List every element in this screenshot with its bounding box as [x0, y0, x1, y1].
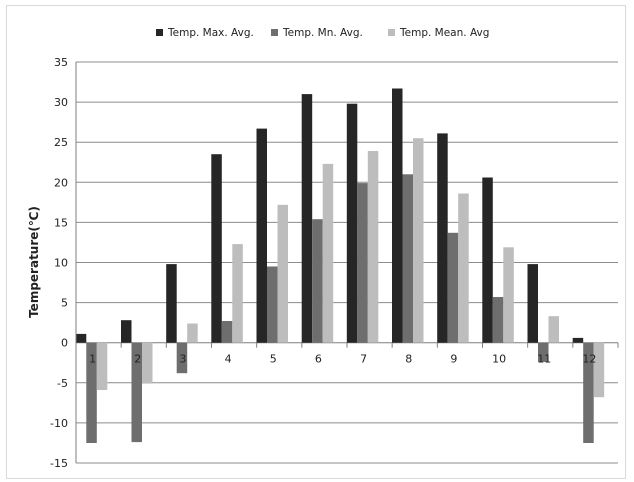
- y-axis-title: Temperature(℃): [27, 206, 41, 318]
- x-tick-label: 5: [270, 353, 277, 366]
- bar: [392, 88, 403, 343]
- bar: [413, 138, 424, 343]
- bar: [267, 266, 278, 343]
- y-tick-label: 25: [54, 136, 68, 149]
- x-tick-label: 3: [179, 353, 186, 366]
- bar: [312, 219, 323, 343]
- bar: [402, 174, 413, 343]
- legend-label: Temp. Mn. Avg.: [282, 27, 363, 39]
- bar: [96, 342, 108, 390]
- bar: [572, 337, 584, 343]
- bar: [256, 128, 267, 343]
- y-tick-label: 10: [54, 257, 68, 270]
- bar: [447, 232, 459, 343]
- y-tick-label: -10: [50, 417, 68, 430]
- legend-swatch: [388, 29, 395, 36]
- legend-swatch: [271, 29, 278, 36]
- bar: [492, 297, 504, 343]
- bar: [131, 342, 142, 443]
- x-tick-label: 12: [582, 353, 596, 366]
- bar: [211, 154, 222, 343]
- bar: [166, 264, 177, 343]
- x-tick-label: 8: [405, 353, 412, 366]
- bar: [527, 264, 538, 343]
- bar: [346, 103, 358, 343]
- bar: [583, 342, 594, 443]
- bar: [142, 342, 153, 384]
- x-tick-label: 10: [492, 353, 506, 366]
- x-tick-label: 4: [225, 353, 232, 366]
- bar: [322, 163, 334, 343]
- bar: [458, 193, 469, 343]
- bar: [367, 151, 379, 343]
- y-tick-label: 35: [54, 56, 68, 69]
- bar: [548, 316, 559, 343]
- bar: [277, 204, 288, 343]
- legend-swatch: [156, 29, 163, 36]
- y-tick-label: 15: [54, 216, 68, 229]
- bar: [121, 320, 132, 343]
- legend: Temp. Max. Avg. Temp. Mn. Avg. Temp. Mean.…: [156, 27, 489, 39]
- bar: [232, 244, 243, 343]
- x-tick-label: 7: [360, 353, 367, 366]
- legend-label: Temp. Mean. Avg: [399, 27, 489, 39]
- bar: [437, 133, 448, 343]
- y-tick-label: 0: [61, 337, 68, 350]
- bar: [75, 333, 87, 343]
- bar: [357, 183, 368, 343]
- x-tick-label: 6: [315, 353, 322, 366]
- y-tick-label: 30: [54, 96, 68, 109]
- y-tick-label: -15: [50, 457, 68, 470]
- y-tick-label: -5: [57, 377, 68, 390]
- legend-label: Temp. Max. Avg.: [167, 27, 254, 39]
- bar: [593, 342, 605, 398]
- bars: [75, 88, 605, 443]
- bar: [187, 323, 198, 343]
- bar: [221, 321, 233, 343]
- bar: [503, 247, 514, 343]
- y-tick-label: 5: [61, 297, 68, 310]
- y-axis: -15 -10 -5 0 5 10 15 20 25 30 35: [50, 56, 77, 470]
- bar: [538, 342, 549, 362]
- x-tick-label: 9: [450, 353, 457, 366]
- x-tick-label: 1: [89, 353, 96, 366]
- x-axis: 1 2 3 4 5 6 7 8 9 10 11 12: [75, 342, 619, 366]
- x-tick-label: 11: [537, 353, 551, 366]
- bar: [176, 342, 188, 374]
- y-tick-label: 20: [54, 176, 68, 189]
- x-tick-label: 2: [134, 353, 141, 366]
- bar: [86, 342, 97, 443]
- bar: [482, 177, 493, 343]
- bar: [301, 94, 313, 343]
